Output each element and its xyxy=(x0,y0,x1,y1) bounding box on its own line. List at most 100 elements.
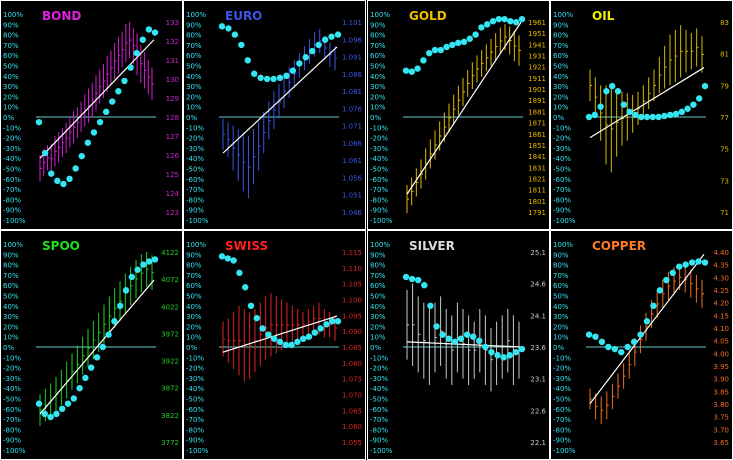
pct-tick-label: 50% xyxy=(370,293,386,301)
oscillator-dot xyxy=(512,19,520,26)
pct-tick-label: -60% xyxy=(553,406,571,414)
oscillator-dot xyxy=(650,302,657,309)
oscillator-dot xyxy=(99,343,107,351)
pct-tick-label: -70% xyxy=(3,186,21,194)
pct-tick-label: -90% xyxy=(370,207,388,215)
oscillator-dot xyxy=(489,18,496,25)
oscillator-dot xyxy=(661,112,668,120)
pct-tick-label: 10% xyxy=(370,104,386,112)
oscillator-dot xyxy=(611,345,618,353)
oscillator-dot xyxy=(128,273,135,281)
pct-tick-label: -10% xyxy=(186,354,204,362)
oscillator-dot xyxy=(454,39,462,47)
pct-tick-label: -20% xyxy=(370,135,388,143)
price-tick-label: 3772 xyxy=(161,439,179,447)
pct-tick-label: 60% xyxy=(186,282,202,290)
oscillator-dot xyxy=(290,67,297,74)
pct-tick-label: 70% xyxy=(3,272,19,280)
pct-tick-label: 40% xyxy=(370,303,386,311)
trend-line xyxy=(589,253,705,405)
chart-svg: 100% 90% 80% 70% 60% 50% 40% 30% 20% 10% 0% -10% -20… xyxy=(183,0,367,230)
oscillator-dot xyxy=(41,149,49,157)
pct-tick-label: -90% xyxy=(553,207,571,215)
oscillator-dot xyxy=(500,354,507,361)
oscillator-dot xyxy=(236,269,243,277)
oscillator-dot xyxy=(309,47,316,55)
pct-tick-label: -100% xyxy=(3,217,26,225)
pct-tick-label: 90% xyxy=(370,251,386,259)
price-tick-label: 4.00 xyxy=(713,350,729,358)
oscillator-dot xyxy=(311,329,319,336)
oscillator-dot xyxy=(469,333,477,340)
pct-tick-label: 40% xyxy=(3,303,19,311)
pct-tick-label: -80% xyxy=(370,196,388,204)
oscillator-dot xyxy=(672,110,680,118)
oscillator-dot xyxy=(402,67,409,74)
pct-tick-label: -50% xyxy=(370,396,388,404)
price-tick-label: 1.061 xyxy=(342,157,362,165)
price-tick-label: 1.091 xyxy=(342,54,362,62)
oscillator-dot xyxy=(133,49,140,57)
price-tick-label: 127 xyxy=(166,133,179,141)
oscillator-dot xyxy=(60,180,67,188)
pct-tick-label: -70% xyxy=(553,186,571,194)
oscillator-dot xyxy=(695,95,703,102)
trend-line xyxy=(39,279,155,415)
oscillator-dot xyxy=(323,321,330,328)
pct-tick-label: 80% xyxy=(3,262,19,270)
pct-tick-label: 70% xyxy=(186,272,202,280)
chart-svg: 100% 90% 80% 70% 60% 50% 40% 30% 20% 10% 0% -10% -20… xyxy=(549,230,733,460)
oscillator-dot xyxy=(585,113,593,121)
oscillator-dot xyxy=(315,41,323,49)
price-tick-label: 4.30 xyxy=(713,274,729,282)
pct-tick-label: -90% xyxy=(3,207,21,215)
pct-tick-label: -40% xyxy=(553,155,571,163)
oscillator-dot xyxy=(605,343,612,351)
trend-line xyxy=(223,315,338,353)
pct-tick-label: 90% xyxy=(553,21,569,29)
pct-tick-label: 10% xyxy=(186,104,202,112)
oscillator-dot xyxy=(506,352,513,359)
oscillator-dot xyxy=(90,129,98,136)
pct-tick-label: -60% xyxy=(370,176,388,184)
oscillator-dot xyxy=(451,338,458,346)
pct-tick-label: -80% xyxy=(553,426,571,434)
pct-tick-label: -60% xyxy=(553,176,571,184)
trend-line xyxy=(222,46,338,154)
oscillator-dot xyxy=(592,333,599,340)
oscillator-dot xyxy=(518,15,525,23)
price-tick-label: 1.066 xyxy=(342,140,363,148)
pct-tick-label: -10% xyxy=(3,354,21,362)
oscillator-dot xyxy=(466,35,473,42)
price-tick-label: 24.6 xyxy=(530,281,546,289)
pct-tick-label: 0% xyxy=(186,344,197,352)
oscillator-dot xyxy=(277,74,284,82)
pct-tick-label: -80% xyxy=(370,426,388,434)
pct-tick-label: 90% xyxy=(370,21,386,29)
pct-tick-label: -90% xyxy=(553,437,571,445)
chart-svg: 100% 90% 80% 70% 60% 50% 40% 30% 20% 10% 0% -10% -20… xyxy=(366,0,550,230)
chart-title: SWISS xyxy=(225,239,268,253)
price-tick-label: 1.055 xyxy=(342,439,362,447)
price-tick-label: 71 xyxy=(720,209,729,217)
oscillator-dot xyxy=(678,108,685,116)
price-tick-label: 4022 xyxy=(161,303,179,311)
oscillator-dot xyxy=(335,31,342,38)
pct-tick-label: -100% xyxy=(370,447,393,455)
pct-tick-label: -20% xyxy=(553,365,571,373)
oscillator-dot xyxy=(475,337,483,345)
oscillator-dot xyxy=(518,345,525,353)
oscillator-dot xyxy=(219,23,226,30)
oscillator-dot xyxy=(109,98,116,105)
price-tick-label: 1951 xyxy=(528,30,546,38)
price-tick-label: 1881 xyxy=(528,108,546,116)
pct-tick-label: 40% xyxy=(3,73,19,81)
pct-tick-label: 60% xyxy=(553,52,569,60)
price-tick-label: 1891 xyxy=(528,97,546,105)
oscillator-dot xyxy=(329,318,336,325)
pct-tick-label: -20% xyxy=(553,135,571,143)
chart-panel-copper: 100% 90% 80% 70% 60% 50% 40% 30% 20% 10% 0% -10% -20… xyxy=(549,230,733,460)
oscillator-dot xyxy=(477,24,485,31)
pct-tick-label: 50% xyxy=(3,293,19,301)
oscillator-dot xyxy=(70,395,78,402)
